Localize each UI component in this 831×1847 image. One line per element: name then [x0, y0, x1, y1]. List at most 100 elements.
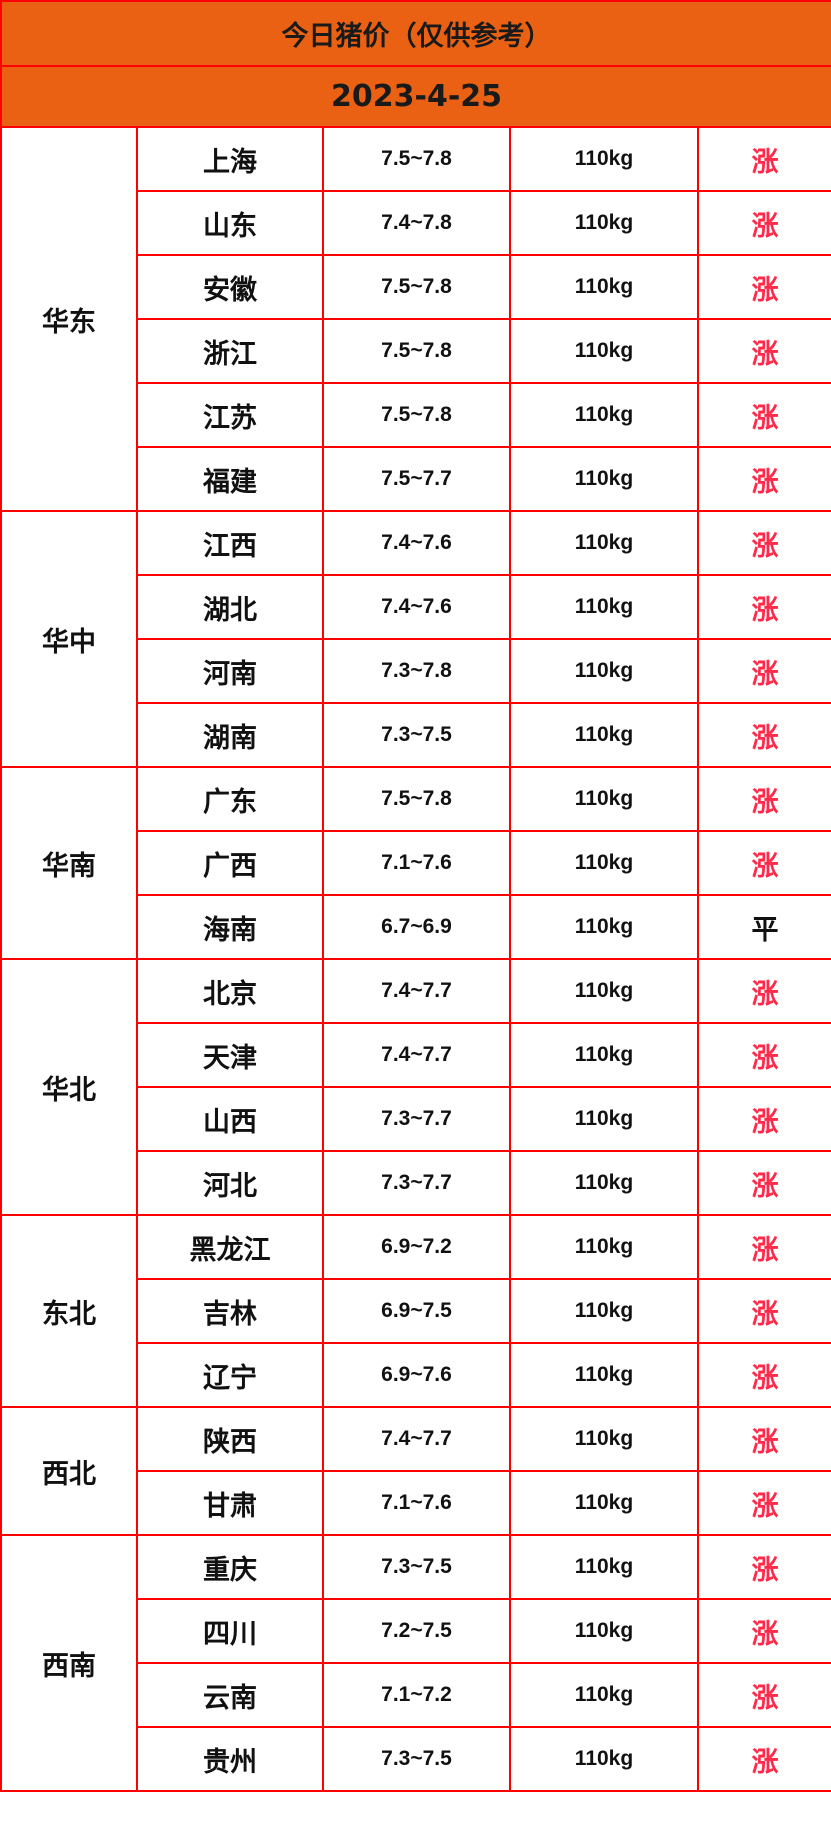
province-cell: 山西 — [136, 1086, 324, 1152]
price-cell: 7.5~7.8 — [322, 382, 511, 448]
province-cell: 辽宁 — [136, 1342, 324, 1408]
trend-cell: 涨 — [696, 446, 831, 512]
province-cell: 河南 — [136, 638, 324, 704]
weight-cell: 110kg — [509, 1214, 699, 1280]
weight-cell: 110kg — [509, 1662, 699, 1728]
province-cell: 江西 — [136, 510, 324, 576]
trend-cell: 平 — [696, 894, 831, 960]
trend-cell: 涨 — [696, 1086, 831, 1152]
table-row: 四川 7.2~7.5 110kg 涨 — [1, 1598, 831, 1664]
weight-cell: 110kg — [509, 1086, 699, 1152]
trend-cell: 涨 — [696, 638, 831, 704]
price-cell: 7.4~7.7 — [322, 958, 511, 1024]
province-cell: 福建 — [136, 446, 324, 512]
weight-cell: 110kg — [509, 318, 699, 384]
weight-cell: 110kg — [509, 1022, 699, 1088]
price-cell: 6.9~7.5 — [322, 1278, 511, 1344]
title-row: 今日猪价（仅供参考） — [0, 0, 831, 67]
trend-cell: 涨 — [696, 1278, 831, 1344]
weight-cell: 110kg — [509, 190, 699, 256]
trend-cell: 涨 — [696, 1598, 831, 1664]
table-row: 吉林 6.9~7.5 110kg 涨 — [1, 1278, 831, 1344]
region-cell: 华东 — [0, 126, 138, 512]
province-cell: 贵州 — [136, 1726, 324, 1792]
price-cell: 7.2~7.5 — [322, 1598, 511, 1664]
table-row: 华中 江西 7.4~7.6 110kg 涨 — [0, 510, 831, 768]
region-cell: 西南 — [0, 1534, 138, 1792]
weight-cell: 110kg — [509, 1534, 699, 1600]
weight-cell: 110kg — [509, 126, 699, 192]
province-cell: 广西 — [136, 830, 324, 896]
price-cell: 7.4~7.6 — [322, 574, 511, 640]
table-row: 湖南 7.3~7.5 110kg 涨 — [1, 702, 831, 768]
price-cell: 7.4~7.6 — [322, 510, 511, 576]
table-row: 浙江 7.5~7.8 110kg 涨 — [1, 318, 831, 384]
table-title: 今日猪价（仅供参考） — [0, 0, 831, 67]
price-cell: 6.7~6.9 — [322, 894, 511, 960]
region-cell: 华中 — [0, 510, 138, 768]
table-row: 山西 7.3~7.7 110kg 涨 — [1, 1086, 831, 1152]
trend-cell: 涨 — [696, 318, 831, 384]
table-row: 甘肃 7.1~7.6 110kg 涨 — [1, 1470, 831, 1536]
table-row: 辽宁 6.9~7.6 110kg 涨 — [1, 1342, 831, 1408]
trend-cell: 涨 — [696, 702, 831, 768]
region-cell: 华南 — [0, 766, 138, 960]
table-row: 云南 7.1~7.2 110kg 涨 — [1, 1662, 831, 1728]
trend-cell: 涨 — [696, 830, 831, 896]
table-row: 湖北 7.4~7.6 110kg 涨 — [1, 574, 831, 640]
weight-cell: 110kg — [509, 382, 699, 448]
region-cell: 东北 — [0, 1214, 138, 1408]
province-cell: 江苏 — [136, 382, 324, 448]
region-cell: 华北 — [0, 958, 138, 1216]
weight-cell: 110kg — [509, 1342, 699, 1408]
weight-cell: 110kg — [509, 958, 699, 1024]
trend-cell: 涨 — [696, 510, 831, 576]
weight-cell: 110kg — [509, 574, 699, 640]
table-row: 天津 7.4~7.7 110kg 涨 — [1, 1022, 831, 1088]
province-cell: 河北 — [136, 1150, 324, 1216]
price-cell: 6.9~7.6 — [322, 1342, 511, 1408]
province-cell: 安徽 — [136, 254, 324, 320]
weight-cell: 110kg — [509, 702, 699, 768]
trend-cell: 涨 — [696, 1662, 831, 1728]
price-cell: 7.1~7.6 — [322, 830, 511, 896]
table-row: 西南 重庆 7.3~7.5 110kg 涨 — [0, 1534, 831, 1792]
trend-cell: 涨 — [696, 382, 831, 448]
table-row: 海南 6.7~6.9 110kg 平 — [1, 894, 831, 960]
province-cell: 天津 — [136, 1022, 324, 1088]
weight-cell: 110kg — [509, 1470, 699, 1536]
trend-cell: 涨 — [696, 1150, 831, 1216]
table-row: 福建 7.5~7.7 110kg 涨 — [1, 446, 831, 512]
weight-cell: 110kg — [509, 446, 699, 512]
trend-cell: 涨 — [696, 1406, 831, 1472]
price-cell: 7.5~7.8 — [322, 254, 511, 320]
price-cell: 7.3~7.5 — [322, 702, 511, 768]
table-row: 山东 7.4~7.8 110kg 涨 — [1, 190, 831, 256]
price-cell: 7.3~7.5 — [322, 1726, 511, 1792]
weight-cell: 110kg — [509, 1278, 699, 1344]
weight-cell: 110kg — [509, 1726, 699, 1792]
price-cell: 7.1~7.2 — [322, 1662, 511, 1728]
province-cell: 山东 — [136, 190, 324, 256]
price-cell: 7.3~7.7 — [322, 1150, 511, 1216]
table-row: 广西 7.1~7.6 110kg 涨 — [1, 830, 831, 896]
table-date: 2023-4-25 — [0, 65, 831, 128]
trend-cell: 涨 — [696, 1534, 831, 1600]
price-cell: 7.5~7.8 — [322, 318, 511, 384]
trend-cell: 涨 — [696, 1214, 831, 1280]
table-row: 安徽 7.5~7.8 110kg 涨 — [1, 254, 831, 320]
trend-cell: 涨 — [696, 958, 831, 1024]
trend-cell: 涨 — [696, 1726, 831, 1792]
trend-cell: 涨 — [696, 1342, 831, 1408]
province-cell: 甘肃 — [136, 1470, 324, 1536]
table-row: 东北 黑龙江 6.9~7.2 110kg 涨 — [0, 1214, 831, 1408]
trend-cell: 涨 — [696, 1470, 831, 1536]
trend-cell: 涨 — [696, 1022, 831, 1088]
table-row: 西北 陕西 7.4~7.7 110kg 涨 — [0, 1406, 831, 1536]
province-cell: 湖北 — [136, 574, 324, 640]
price-cell: 7.4~7.7 — [322, 1406, 511, 1472]
trend-cell: 涨 — [696, 190, 831, 256]
price-cell: 7.3~7.5 — [322, 1534, 511, 1600]
weight-cell: 110kg — [509, 1598, 699, 1664]
price-cell: 7.3~7.7 — [322, 1086, 511, 1152]
